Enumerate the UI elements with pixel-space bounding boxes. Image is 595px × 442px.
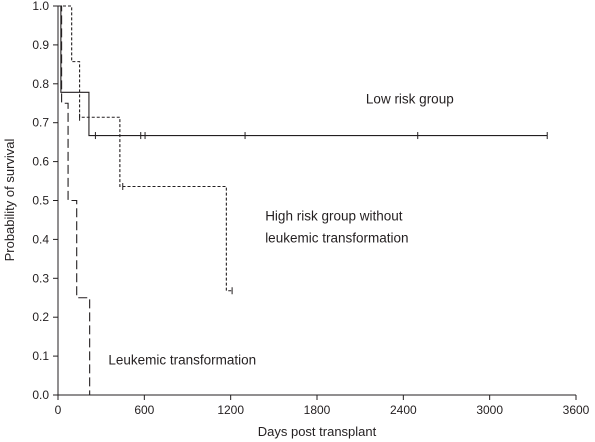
series-line-leukemic-transformation bbox=[58, 5, 91, 395]
x-tick-label: 600 bbox=[134, 403, 154, 417]
series-annotation: leukemic transformation bbox=[265, 231, 408, 246]
y-tick-label: 1.0 bbox=[32, 0, 49, 13]
plot-area: 0 600 1200 1800 2400 3000 3600 0.0 0.1 0.2 0.3 0.4… bbox=[32, 0, 589, 417]
y-tick-label: 0.0 bbox=[32, 388, 49, 402]
x-tick-label: 1800 bbox=[304, 403, 331, 417]
series-line-low-risk-group bbox=[58, 5, 548, 137]
y-axis-title: Probability of survival bbox=[2, 138, 17, 261]
x-tick-label: 2400 bbox=[390, 403, 417, 417]
series-annotation: High risk group without bbox=[265, 209, 403, 224]
y-tick-label: 0.9 bbox=[32, 38, 49, 52]
x-axis-title: Days post transplant bbox=[258, 424, 377, 439]
y-tick-label: 0.3 bbox=[32, 271, 49, 285]
x-tick-label: 1200 bbox=[217, 403, 244, 417]
annotations: Low risk group High risk group without leu… bbox=[108, 91, 453, 367]
x-tick-label: 0 bbox=[55, 403, 62, 417]
series-line-high-risk-group-without-leukemic-transformation bbox=[58, 5, 233, 292]
y-tick-label: 0.2 bbox=[32, 310, 49, 324]
y-tick-label: 0.8 bbox=[32, 77, 49, 91]
y-tick-label: 0.7 bbox=[32, 116, 49, 130]
series-group bbox=[58, 5, 548, 395]
y-tick-label: 0.4 bbox=[32, 232, 49, 246]
x-tick-label: 3600 bbox=[563, 403, 590, 417]
y-tick-label: 0.5 bbox=[32, 194, 49, 208]
y-ticks: 0.0 0.1 0.2 0.3 0.4 0.5 0.6 0.7 0.8 0.9 1.0 bbox=[32, 0, 58, 402]
y-tick-label: 0.6 bbox=[32, 155, 49, 169]
series-annotation: Low risk group bbox=[366, 91, 454, 106]
y-tick-label: 0.1 bbox=[32, 349, 49, 363]
x-ticks: 0 600 1200 1800 2400 3000 3600 bbox=[55, 395, 590, 417]
x-tick-label: 3000 bbox=[476, 403, 503, 417]
series-annotation: Leukemic transformation bbox=[108, 353, 256, 368]
